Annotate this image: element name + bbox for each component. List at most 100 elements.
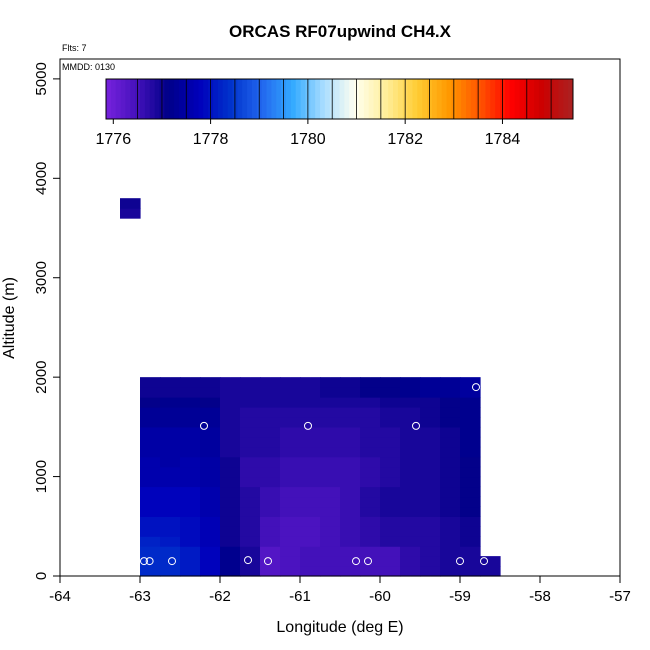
colorbar-segment (446, 79, 452, 119)
heatmap-cell (220, 406, 241, 418)
colorbar-segment (470, 79, 477, 119)
heatmap-cell (240, 486, 261, 498)
heatmap-cell (200, 536, 221, 547)
heatmap-cell (260, 406, 281, 418)
heatmap-cell (480, 566, 501, 577)
heatmap-cell (220, 397, 241, 408)
heatmap-cell (300, 426, 321, 438)
heatmap-cell (400, 546, 421, 557)
heatmap-cell (140, 536, 161, 547)
axes: -64 -63 -62 -61 -60 -59 -58 -57 0 1000 2000 3000 400… (33, 62, 631, 605)
heatmap-cell (380, 526, 401, 537)
flts-label: Flts: 7 (62, 43, 87, 53)
heatmap-cell (440, 397, 461, 408)
colorbar-segment (344, 79, 350, 119)
colorbar-segment (266, 79, 272, 119)
heatmap-cell (200, 486, 221, 498)
colorbar-segment (534, 79, 540, 119)
heatmap-cell (460, 416, 481, 428)
heatmap-cell (460, 466, 481, 478)
colorbar-segment (538, 79, 545, 119)
heatmap-cell (300, 466, 321, 478)
heatmap-cell (220, 416, 241, 428)
heatmap-cell (380, 416, 401, 428)
heatmap-cell (360, 486, 381, 498)
heatmap-cell (420, 526, 441, 537)
heatmap-cell (200, 566, 221, 577)
heatmap-cell (220, 466, 241, 478)
heatmap-cell (220, 426, 241, 438)
heatmap-cell (380, 516, 401, 527)
heatmap-cell (320, 387, 341, 398)
heatmap-cell (280, 426, 301, 438)
heatmap-cell (360, 416, 381, 428)
heatmap-cell (460, 436, 481, 448)
heatmap-cell (220, 526, 241, 537)
heatmap-cell (140, 566, 161, 577)
heatmap-cell (440, 387, 461, 398)
heatmap-cell (320, 436, 341, 448)
heatmap-cell (300, 526, 321, 537)
colorbar-segment (164, 79, 170, 119)
heatmap-cell (260, 387, 281, 398)
heatmap-cell (300, 406, 321, 418)
heatmap-cell (400, 526, 421, 537)
x-tick-label: -61 (289, 588, 311, 605)
x-axis-label: Longitude (deg E) (276, 619, 403, 636)
heatmap-cell (440, 516, 461, 527)
heatmap-cell (280, 526, 301, 537)
heatmap-cell (280, 387, 301, 398)
heatmap-cell (360, 526, 381, 537)
heatmap-cell (280, 556, 301, 567)
colorbar-segment (558, 79, 564, 119)
heatmap-cell (240, 566, 261, 577)
colorbar-segment (242, 79, 248, 119)
heatmap-cell (280, 516, 301, 527)
colorbar-segment (115, 79, 122, 119)
heatmap-cell (180, 546, 201, 557)
heatmap-cell (460, 377, 481, 388)
heatmap-cell (160, 476, 181, 488)
heatmap-cell (300, 566, 321, 577)
data-point (132, 374, 140, 383)
y-tick-label: 4000 (33, 162, 50, 195)
heatmap-cell (140, 387, 161, 398)
heatmap-cell (160, 406, 181, 418)
heatmap-cell (180, 387, 201, 398)
heatmap-cell (340, 377, 361, 388)
colorbar-tick-label: 1780 (290, 131, 326, 148)
heatmap-cell (380, 496, 401, 508)
heatmap-cell (260, 466, 281, 478)
colorbar-segment (485, 79, 491, 119)
heatmap-cell (240, 416, 261, 428)
colorbar-segment (188, 79, 195, 119)
heatmap-cell (320, 397, 341, 408)
heatmap-cell (380, 397, 401, 408)
colorbar-segment (315, 79, 321, 119)
data-point (200, 421, 208, 430)
heatmap-cell (320, 377, 341, 388)
heatmap-cell (460, 476, 481, 488)
heatmap-cell (240, 556, 261, 567)
data-point (264, 557, 272, 566)
heatmap-cell (380, 446, 401, 458)
heatmap-cell (240, 456, 261, 468)
heatmap-cell (360, 466, 381, 478)
colorbar-segment (383, 79, 389, 119)
colorbar-segment (213, 79, 219, 119)
heatmap-cell (400, 476, 421, 488)
heatmap-cell (260, 476, 281, 488)
heatmap-cell (280, 536, 301, 547)
heatmap-cell (360, 436, 381, 448)
heatmap-cell (420, 556, 441, 567)
heatmap-cell (400, 536, 421, 547)
heatmap-cell (380, 476, 401, 488)
heatmap-cell (180, 536, 201, 547)
colorbar-frame (105, 78, 574, 120)
colorbar-segment (251, 79, 258, 119)
heatmap-cell (160, 496, 181, 508)
heatmap-cell (400, 446, 421, 458)
colorbar: 1776 1778 1780 1782 1784 (96, 78, 574, 148)
heatmap-cell (180, 406, 201, 418)
